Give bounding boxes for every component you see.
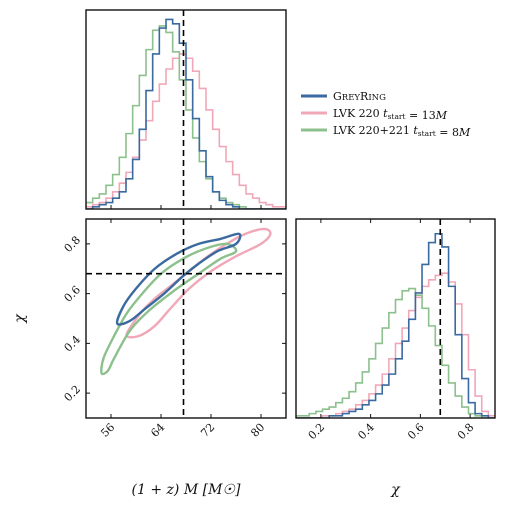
legend: GREYRING LVK 220 tstart = 13M LVK 220+221 … xyxy=(301,90,471,139)
legend-label-2: LVK 220+221 tstart = 8M xyxy=(333,124,471,139)
joint-contour-2 xyxy=(115,232,242,326)
chi-x-tick-label-3: 0.8 xyxy=(455,421,477,443)
joint-panel xyxy=(86,219,286,418)
mass-x-tick-label-2: 72 xyxy=(198,421,217,440)
mass-x-tick-label-3: 80 xyxy=(248,421,267,440)
chi-histogram-panel xyxy=(296,219,495,418)
legend-label-1: LVK 220 tstart = 13M xyxy=(333,107,448,122)
chi-y-axis-label: χ xyxy=(12,313,28,324)
joint-frame xyxy=(85,218,287,419)
mass-hist-series-2 xyxy=(86,18,286,209)
chi-hist-series-1 xyxy=(296,287,495,418)
mass-axis-label: (1 + z) M [M☉] xyxy=(132,482,241,498)
chi-x-tick-label-2: 0.6 xyxy=(405,421,427,443)
chi-x-tick-label-0: 0.2 xyxy=(306,421,328,443)
chi-y-tick-label-2: 0.6 xyxy=(62,283,84,305)
chi-x-tick-label-1: 0.4 xyxy=(355,421,377,443)
mass-x-tick-label-0: 56 xyxy=(98,421,117,440)
mass-histogram-panel xyxy=(86,10,286,209)
chi-y-tick-label-1: 0.4 xyxy=(62,333,84,355)
mass-hist-series-1 xyxy=(86,25,286,209)
chi-hist-series-2 xyxy=(296,232,495,418)
mass-histogram-frame xyxy=(85,9,287,210)
legend-label-0: GREYRING xyxy=(333,90,386,103)
chi-hist-series-0 xyxy=(296,272,495,418)
mass-x-tick-label-1: 64 xyxy=(148,421,167,440)
chi-y-tick-label-0: 0.2 xyxy=(62,383,84,405)
joint-contour-1 xyxy=(100,242,238,376)
chi-histogram-frame xyxy=(295,218,496,419)
chi-axis-label: χ xyxy=(390,482,401,498)
joint-contour-0 xyxy=(125,227,272,339)
chi-y-tick-label-3: 0.8 xyxy=(62,233,84,255)
